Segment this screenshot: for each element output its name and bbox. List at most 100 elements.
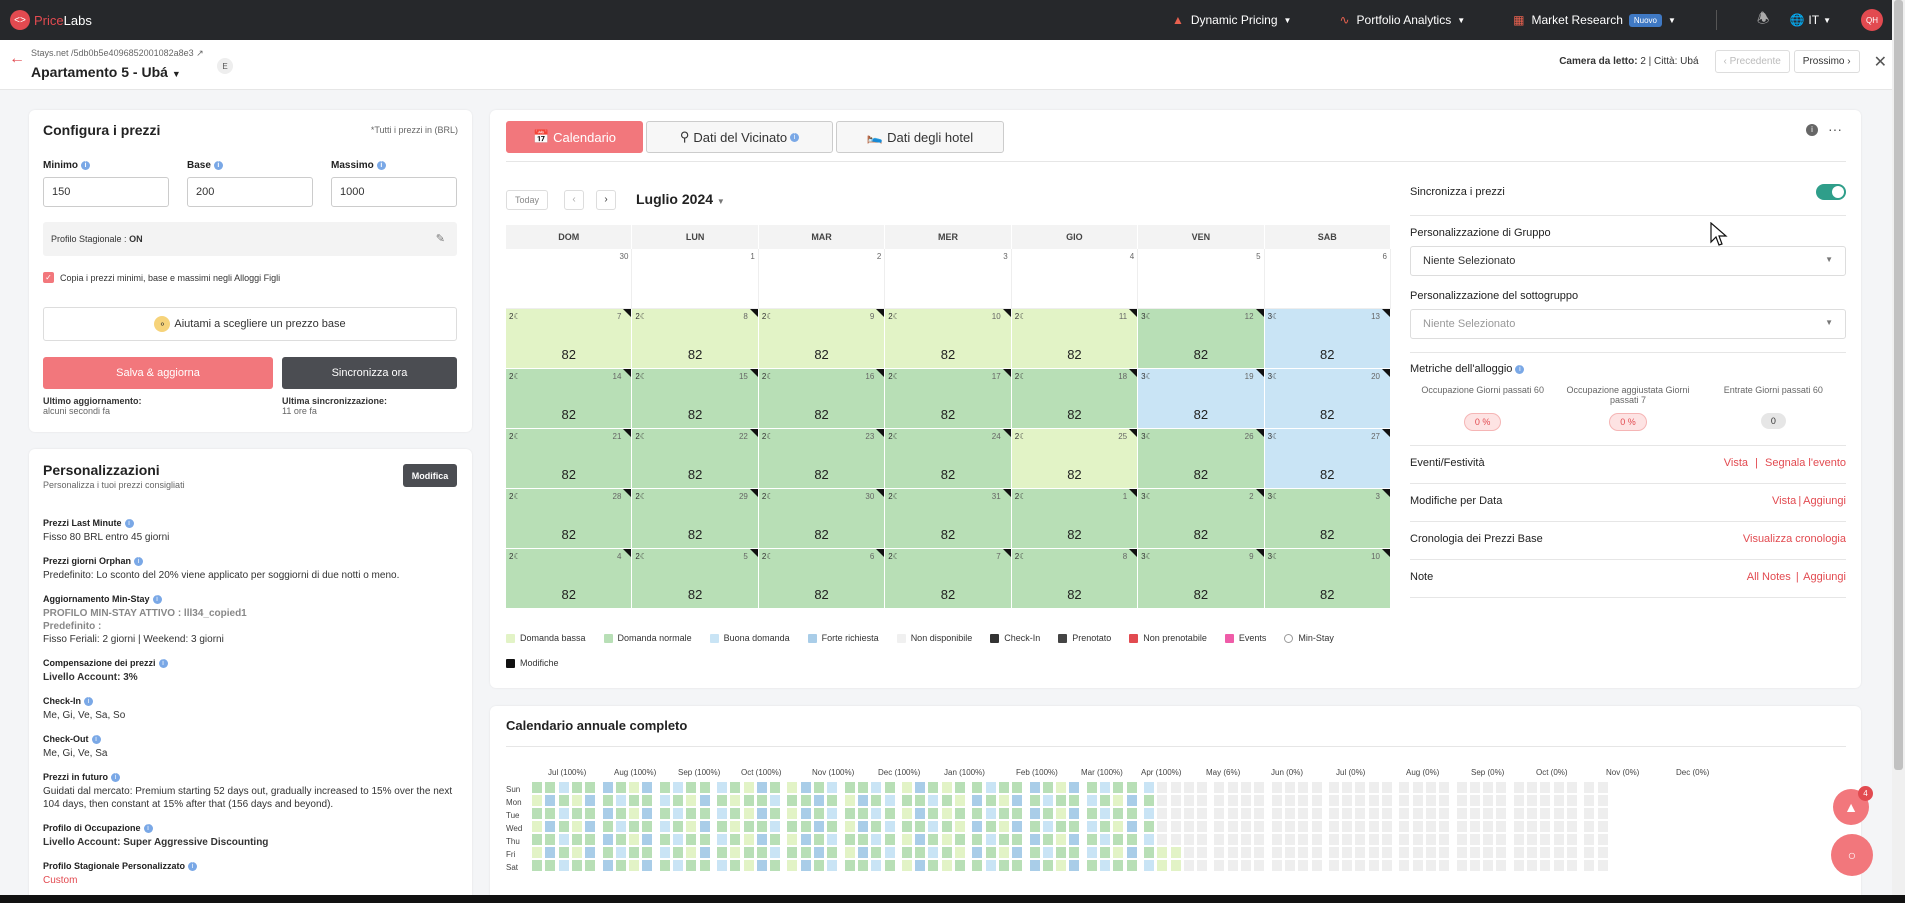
annual-day-cell[interactable] xyxy=(998,808,1009,819)
calendar-day[interactable]: 2 3☾ 82 xyxy=(1138,489,1265,549)
annual-day-cell[interactable] xyxy=(1425,821,1436,832)
annual-day-cell[interactable] xyxy=(901,782,912,793)
annual-day-cell[interactable] xyxy=(871,821,882,832)
annual-day-cell[interactable] xyxy=(1483,782,1494,793)
annual-day-cell[interactable] xyxy=(629,860,640,871)
calendar-day[interactable]: 9 2☾ 82 xyxy=(758,309,886,369)
annual-day-cell[interactable] xyxy=(558,821,569,832)
annual-day-cell[interactable] xyxy=(1183,821,1194,832)
subgroup-select[interactable]: Niente Selezionato ▼ xyxy=(1410,309,1846,339)
annual-day-cell[interactable] xyxy=(571,782,582,793)
sync-now-button[interactable]: Sincronizza ora xyxy=(282,357,457,389)
calendar-day[interactable]: 28 2☾ 82 xyxy=(506,489,633,549)
calendar-day[interactable]: 8 2☾ 82 xyxy=(632,309,759,369)
annual-day-cell[interactable] xyxy=(1496,782,1507,793)
annual-day-cell[interactable] xyxy=(1513,808,1524,819)
language-selector[interactable]: 🌐 IT ▼ xyxy=(1789,13,1831,27)
annual-day-cell[interactable] xyxy=(1042,808,1053,819)
group-select[interactable]: Niente Selezionato ▼ xyxy=(1410,246,1846,276)
annual-day-cell[interactable] xyxy=(1029,821,1040,832)
annual-day-cell[interactable] xyxy=(1227,860,1238,871)
annual-day-cell[interactable] xyxy=(1382,808,1392,819)
annual-day-cell[interactable] xyxy=(1086,795,1097,806)
annual-day-cell[interactable] xyxy=(716,847,727,858)
annual-day-cell[interactable] xyxy=(1382,860,1392,871)
annual-day-cell[interactable] xyxy=(532,834,542,845)
annual-day-cell[interactable] xyxy=(558,782,569,793)
annual-day-cell[interactable] xyxy=(1113,782,1124,793)
annual-day-cell[interactable] xyxy=(1069,847,1080,858)
annual-day-cell[interactable] xyxy=(585,860,596,871)
annual-day-cell[interactable] xyxy=(1456,821,1467,832)
annual-day-cell[interactable] xyxy=(871,808,882,819)
annual-day-cell[interactable] xyxy=(770,860,781,871)
annual-day-cell[interactable] xyxy=(770,821,781,832)
annual-day-cell[interactable] xyxy=(1042,860,1053,871)
calendar-day[interactable]: 24 2☾ 82 xyxy=(885,429,1012,489)
annual-day-cell[interactable] xyxy=(1540,821,1551,832)
annual-day-cell[interactable] xyxy=(814,808,824,819)
annual-day-cell[interactable] xyxy=(558,860,569,871)
annual-day-cell[interactable] xyxy=(1513,782,1524,793)
annual-day-cell[interactable] xyxy=(915,847,926,858)
calendar-day[interactable]: 30 xyxy=(506,249,633,309)
annual-day-cell[interactable] xyxy=(629,782,640,793)
annual-day-cell[interactable] xyxy=(955,821,965,832)
annual-day-cell[interactable] xyxy=(615,860,626,871)
annual-day-cell[interactable] xyxy=(1298,821,1309,832)
tab-calendar[interactable]: 📅 Calendario xyxy=(506,121,643,153)
annual-day-cell[interactable] xyxy=(1368,821,1379,832)
annual-day-cell[interactable] xyxy=(615,782,626,793)
annual-day-cell[interactable] xyxy=(642,821,653,832)
annual-day-cell[interactable] xyxy=(1382,782,1392,793)
annual-day-cell[interactable] xyxy=(673,795,683,806)
annual-day-cell[interactable] xyxy=(1311,782,1322,793)
annual-day-cell[interactable] xyxy=(1069,834,1080,845)
annual-day-cell[interactable] xyxy=(743,860,754,871)
annual-day-cell[interactable] xyxy=(1439,834,1450,845)
annual-day-cell[interactable] xyxy=(1042,834,1053,845)
annual-day-cell[interactable] xyxy=(844,847,855,858)
annual-day-cell[interactable] xyxy=(1197,808,1208,819)
annual-day-cell[interactable] xyxy=(1540,782,1551,793)
annual-day-cell[interactable] xyxy=(1368,795,1379,806)
next-listing-button[interactable]: Prossimo › xyxy=(1793,50,1860,73)
annual-day-cell[interactable] xyxy=(730,782,741,793)
nav-market-research[interactable]: ▦ Market Research Nuovo ▼ xyxy=(1513,13,1676,27)
annual-day-cell[interactable] xyxy=(673,860,683,871)
annual-day-cell[interactable] xyxy=(901,860,912,871)
annual-day-cell[interactable] xyxy=(1311,821,1322,832)
calendar-day[interactable]: 3 xyxy=(885,249,1012,309)
annual-day-cell[interactable] xyxy=(1271,795,1282,806)
annual-day-cell[interactable] xyxy=(629,821,640,832)
annual-day-cell[interactable] xyxy=(770,795,781,806)
annual-day-cell[interactable] xyxy=(1311,795,1322,806)
annual-day-cell[interactable] xyxy=(1368,847,1379,858)
annual-day-cell[interactable] xyxy=(699,834,710,845)
annual-day-cell[interactable] xyxy=(1368,808,1379,819)
info-icon[interactable]: i xyxy=(152,594,162,604)
calendar-day[interactable]: 10 3☾ 82 xyxy=(1264,549,1391,609)
annual-day-cell[interactable] xyxy=(1113,847,1124,858)
annual-day-cell[interactable] xyxy=(1214,860,1225,871)
annual-day-cell[interactable] xyxy=(1284,834,1295,845)
annual-day-cell[interactable] xyxy=(814,782,824,793)
annual-day-cell[interactable] xyxy=(1399,821,1410,832)
date-mod-add-link[interactable]: Aggiungi xyxy=(1803,495,1846,507)
annual-day-cell[interactable] xyxy=(998,795,1009,806)
annual-day-cell[interactable] xyxy=(1298,808,1309,819)
annual-day-cell[interactable] xyxy=(871,834,882,845)
annual-day-cell[interactable] xyxy=(730,847,741,858)
annual-day-cell[interactable] xyxy=(1527,808,1537,819)
annual-day-cell[interactable] xyxy=(1584,782,1595,793)
annual-day-cell[interactable] xyxy=(1328,860,1339,871)
annual-day-cell[interactable] xyxy=(602,795,613,806)
annual-day-cell[interactable] xyxy=(1355,782,1366,793)
annual-day-cell[interactable] xyxy=(787,847,798,858)
annual-day-cell[interactable] xyxy=(686,860,697,871)
annual-day-cell[interactable] xyxy=(1412,821,1423,832)
annual-day-cell[interactable] xyxy=(901,847,912,858)
annual-day-cell[interactable] xyxy=(1012,860,1023,871)
annual-day-cell[interactable] xyxy=(844,808,855,819)
annual-day-cell[interactable] xyxy=(1496,847,1507,858)
